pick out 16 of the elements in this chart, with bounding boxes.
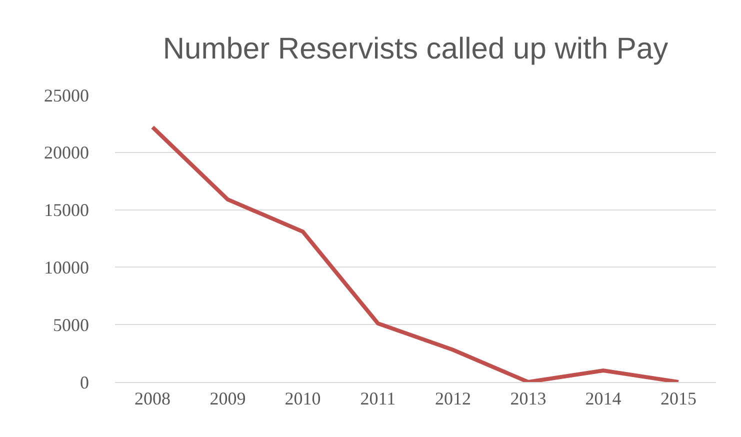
y-tick-label: 15000 [44, 200, 89, 220]
y-tick-label: 0 [80, 372, 89, 392]
line-series [150, 125, 680, 382]
x-tick-label: 2010 [284, 388, 321, 409]
chart-title: Number Reservists called up with Pay [162, 32, 668, 66]
x-tick-label: 2012 [435, 388, 472, 409]
y-tick-label: 20000 [44, 142, 89, 163]
x-tick-label: 2009 [210, 388, 246, 409]
y-tick-label: 25000 [44, 85, 89, 106]
x-tick-label: 2008 [134, 388, 171, 409]
x-tick-label: 2014 [585, 388, 622, 409]
x-tick-label: 2015 [660, 388, 696, 409]
y-tick-label: 5000 [53, 314, 89, 335]
x-tick-label: 2011 [360, 388, 396, 409]
y-tick-label: 10000 [44, 258, 89, 278]
x-tick-label: 2013 [510, 388, 546, 409]
